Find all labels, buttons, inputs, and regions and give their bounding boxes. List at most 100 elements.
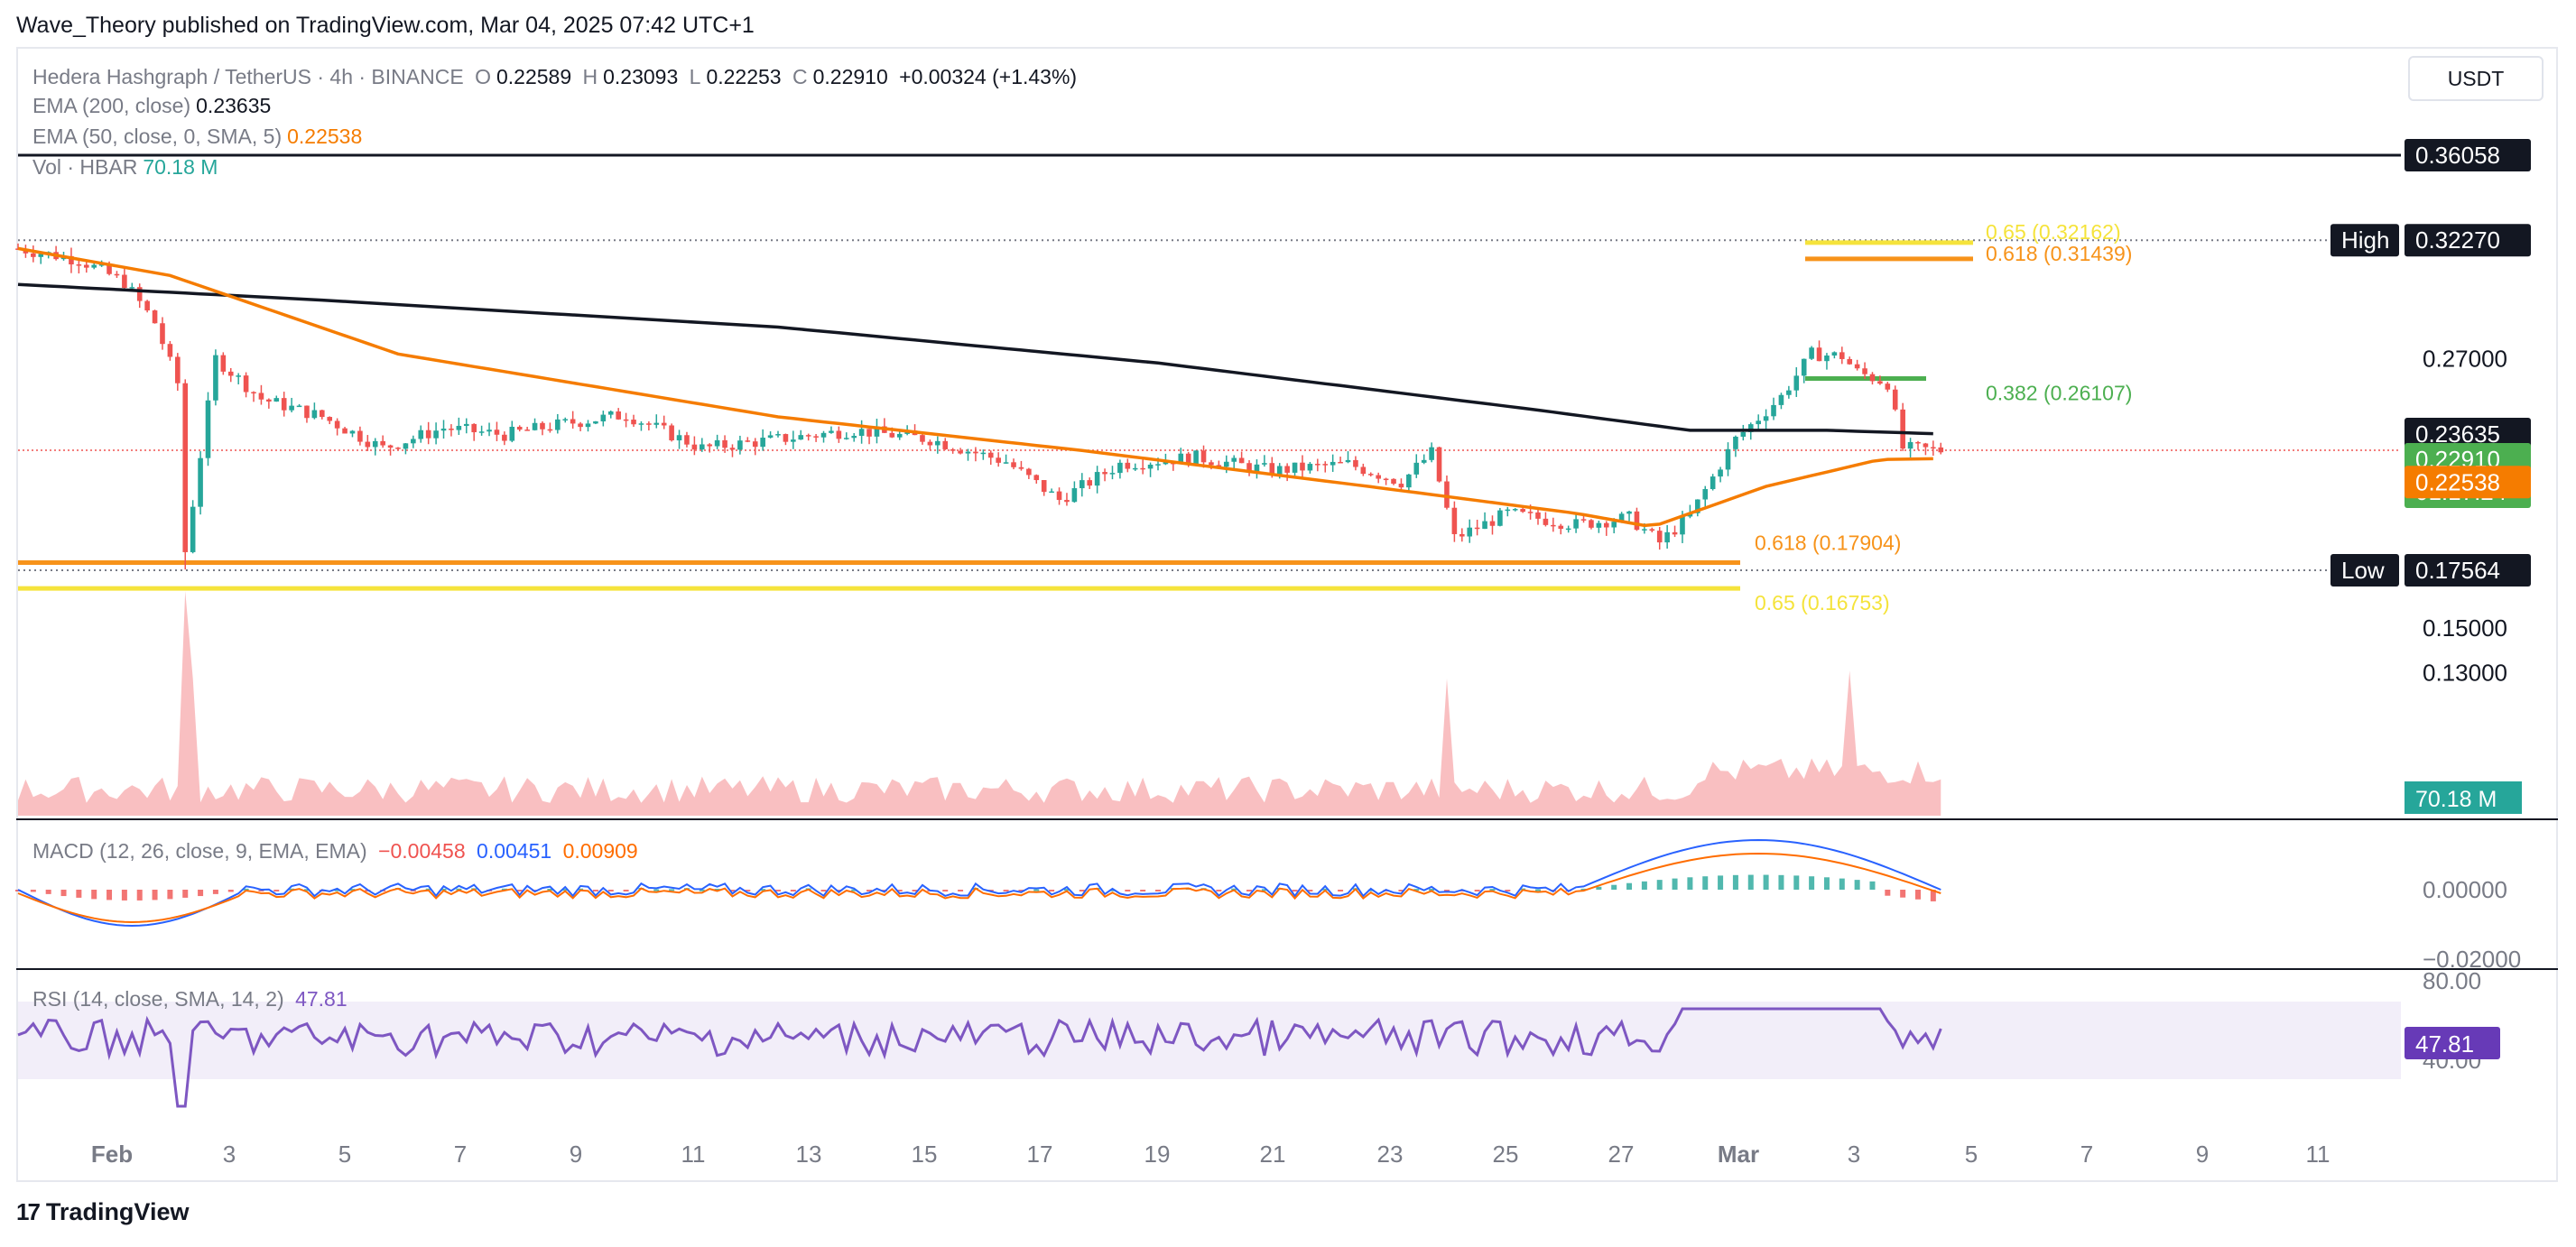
rsi-legend: RSI (14, close, SMA, 14, 2) 47.81 <box>32 987 353 1011</box>
macd-histogram-bar <box>1869 881 1876 890</box>
close-label: C <box>792 65 808 88</box>
ema200-label: EMA (200, close) <box>32 94 191 117</box>
candle-body <box>311 410 318 419</box>
candle-body <box>791 439 796 442</box>
macd-histogram-bar <box>1079 890 1085 891</box>
candle-body <box>1178 453 1184 465</box>
candle-body <box>653 422 660 425</box>
macd-histogram-bar <box>547 888 553 891</box>
macd-histogram-bar <box>942 890 949 892</box>
time-tick-label: 23 <box>1377 1141 1404 1168</box>
candle-body <box>760 438 765 448</box>
candle-body <box>1733 436 1738 449</box>
macd-histogram-bar <box>790 890 796 891</box>
candle-body <box>1877 381 1883 384</box>
time-tick-label: 19 <box>1144 1141 1171 1168</box>
change-value: +0.00324 (+1.43%) <box>899 65 1078 88</box>
volume-histogram: 70.18 M <box>18 591 2522 816</box>
candle-body <box>175 356 181 383</box>
fib-label: 0.618 (0.17904) <box>1755 531 1901 555</box>
candle-body <box>1801 358 1807 376</box>
candle-body <box>1558 525 1564 530</box>
candle-body <box>1003 462 1009 464</box>
macd-histogram-bar <box>896 890 903 891</box>
candle-body <box>1580 519 1587 521</box>
macd-histogram-bar <box>1915 890 1921 900</box>
candle-body <box>418 430 424 439</box>
candle-body <box>1413 462 1420 475</box>
candle-body <box>31 253 36 257</box>
candle-body <box>1816 347 1822 362</box>
candle-body <box>1209 462 1214 466</box>
candle-body <box>1132 467 1138 470</box>
candle-body <box>1885 383 1891 390</box>
macd-histogram-bar <box>501 888 507 891</box>
macd-histogram-bar <box>1216 890 1222 891</box>
macd-histogram-bar <box>1930 890 1936 901</box>
candle-body <box>1931 447 1936 449</box>
candle-body <box>1474 527 1480 530</box>
candle-body <box>1824 356 1830 362</box>
candle-body <box>1292 462 1298 473</box>
candle-body <box>1923 443 1929 448</box>
candle-body <box>638 423 644 425</box>
candle-body <box>973 451 978 454</box>
candle-body <box>1634 511 1640 531</box>
volume-value: 70.18 M <box>143 155 218 179</box>
time-tick-label: 15 <box>912 1141 938 1168</box>
candle-body <box>1938 447 1944 453</box>
candle-body <box>91 264 97 268</box>
macd-histogram-bar <box>653 889 660 891</box>
candle-body <box>205 400 211 458</box>
candle-body <box>623 419 629 421</box>
candle-body <box>463 423 469 426</box>
macd-tick-label: 0.00000 <box>2423 876 2507 903</box>
candle-body <box>600 414 607 421</box>
candle-body <box>555 419 561 430</box>
candle-body <box>1854 364 1860 369</box>
candle-body <box>1300 462 1305 471</box>
macd-histogram-bar <box>258 890 264 891</box>
price-tag <box>2405 466 2531 499</box>
ema50-value: 0.22538 <box>287 125 363 148</box>
ema-lines <box>17 246 1933 528</box>
candle-body <box>1018 466 1024 469</box>
candle-body <box>160 323 165 345</box>
price-tag-value: 0.32270 <box>2415 226 2500 254</box>
candle-body <box>1680 516 1685 535</box>
macd-histogram-bar <box>227 890 234 892</box>
candle-body <box>1041 480 1047 493</box>
macd-histogram-bar <box>562 889 569 891</box>
candle-body <box>1033 475 1040 481</box>
candle-body <box>540 422 545 430</box>
open-label: O <box>475 65 491 88</box>
candle-body <box>1551 524 1556 527</box>
candle-body <box>805 435 811 437</box>
candle-body <box>1786 390 1792 395</box>
macd-histogram-bar <box>182 890 189 898</box>
candle-body <box>532 422 538 430</box>
candle-body <box>1839 352 1845 359</box>
macd-histogram-bar <box>167 890 173 900</box>
time-tick-label: 27 <box>1608 1141 1635 1168</box>
macd-histogram-bar <box>1261 889 1267 891</box>
rsi-label: RSI (14, close, SMA, 14, 2) <box>32 987 284 1011</box>
candle-body <box>722 439 727 448</box>
ema200-legend: EMA (200, close) 0.23635 <box>32 94 276 118</box>
candle-body <box>213 355 218 401</box>
candle-body <box>236 375 241 377</box>
candle-body <box>700 444 705 450</box>
tradingview-brand[interactable]: 17 TradingView <box>16 1198 189 1226</box>
macd-histogram-bar <box>1885 890 1891 896</box>
candle-body <box>1505 509 1511 512</box>
time-tick-label: Feb <box>91 1141 133 1168</box>
time-tick-label: 21 <box>1260 1141 1286 1168</box>
macd-signal-value: 0.00909 <box>562 839 638 863</box>
chart-frame[interactable] <box>16 47 2558 1182</box>
candle-body <box>593 420 598 424</box>
macd-histogram-bar <box>745 890 751 891</box>
currency-button[interactable]: USDT <box>2408 56 2544 101</box>
candle-body <box>502 434 507 441</box>
candle-body <box>69 255 74 265</box>
